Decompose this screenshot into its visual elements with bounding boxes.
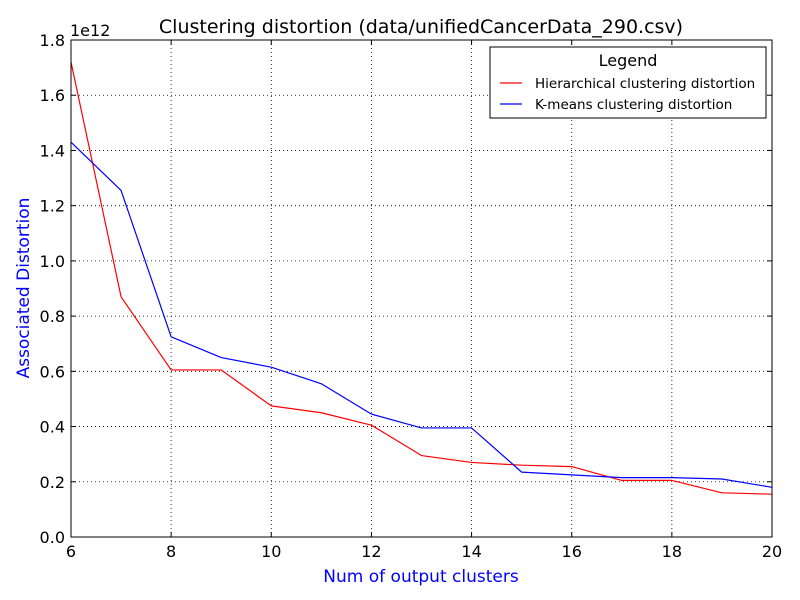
legend-label-kmeans: K-means clustering distortion (535, 97, 732, 113)
y-tick-label: 0.6 (40, 362, 65, 381)
series-line-hierarchical (70, 61, 773, 495)
x-tick-label: 6 (66, 542, 76, 561)
y-tick-label: 1.0 (40, 252, 65, 271)
y-tick-label: 1.6 (40, 86, 65, 105)
series-layer (70, 61, 773, 495)
legend-label-hierarchical: Hierarchical clustering distortion (535, 76, 755, 92)
legend-box (489, 46, 767, 119)
y-tick-label: 1.8 (40, 31, 65, 50)
chart-title: Clustering distortion (data/unifiedCance… (159, 16, 683, 38)
legend-title: Legend (599, 51, 658, 70)
plot-area-frame (70, 39, 773, 538)
y-tick-label: 0.0 (40, 528, 65, 547)
x-tick-label: 8 (166, 542, 176, 561)
y-tick-label: 1.4 (40, 141, 65, 160)
x-tick-label: 10 (261, 542, 281, 561)
x-tick-label: 16 (562, 542, 582, 561)
y-axis-label: Associated Distortion (14, 198, 34, 379)
y-tick-label: 1.2 (40, 197, 65, 216)
legend: Legend Hierarchical clustering distortio… (489, 46, 767, 119)
series-line-kmeans (70, 141, 773, 488)
x-axis-label: Num of output clusters (323, 567, 519, 587)
x-tick-label: 20 (762, 542, 782, 561)
x-tick-label: 18 (662, 542, 682, 561)
y-axis-offset-label: 1e12 (70, 21, 110, 40)
y-tick-label: 0.4 (40, 418, 65, 437)
x-tick-label: 12 (361, 542, 381, 561)
x-tick-label: 14 (461, 542, 481, 561)
y-tick-label: 0.2 (40, 473, 65, 492)
y-tick-label: 0.8 (40, 307, 65, 326)
ticks: 6 8 10 12 14 16 18 20 0.0 0.2 0.4 0.6 0.8 1.0 1.2 1.4 1.… (40, 31, 783, 561)
